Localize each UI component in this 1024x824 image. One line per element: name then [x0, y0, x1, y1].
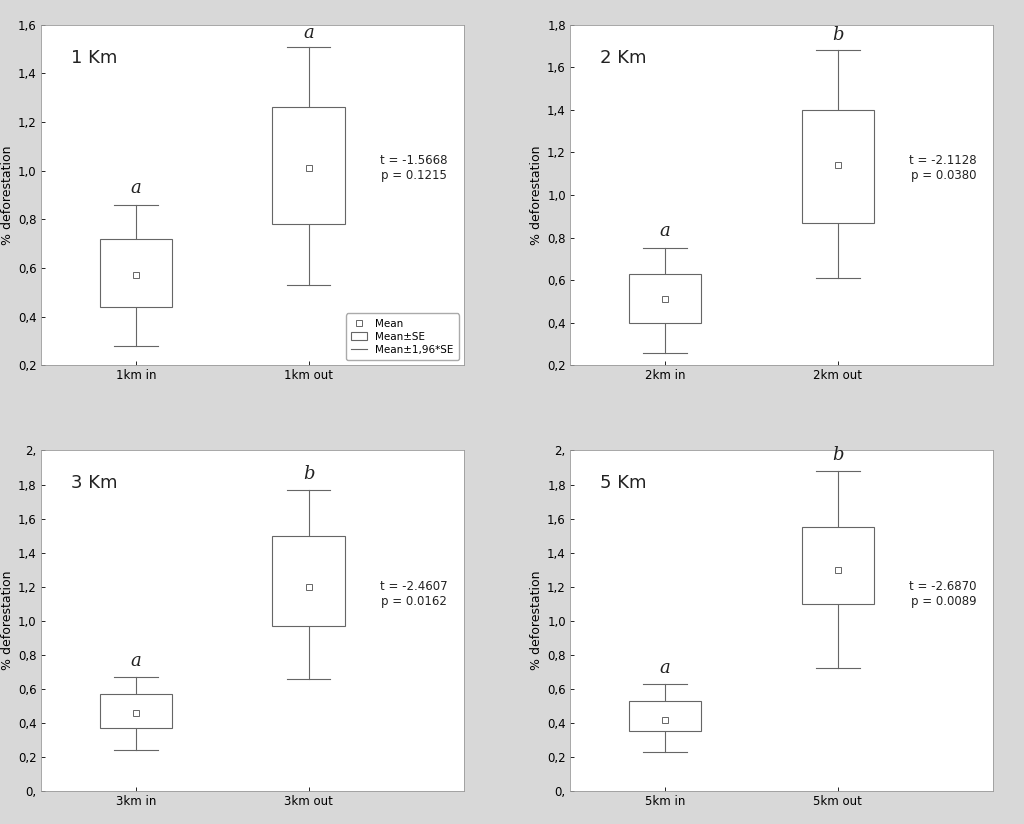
- Bar: [272, 107, 345, 224]
- Legend: Mean, Mean±SE, Mean±1,96*SE: Mean, Mean±SE, Mean±1,96*SE: [346, 313, 459, 360]
- Bar: [629, 700, 701, 732]
- Text: t = -2.1128
p = 0.0380: t = -2.1128 p = 0.0380: [908, 154, 976, 182]
- Bar: [272, 536, 345, 626]
- Text: a: a: [131, 180, 141, 198]
- Text: b: b: [833, 446, 844, 464]
- Text: 1 Km: 1 Km: [71, 49, 117, 67]
- Text: a: a: [659, 659, 671, 677]
- Bar: [629, 274, 701, 323]
- Y-axis label: % deforestation: % deforestation: [1, 571, 14, 671]
- Y-axis label: % deforestation: % deforestation: [530, 571, 543, 671]
- Y-axis label: % deforestation: % deforestation: [1, 145, 14, 245]
- Bar: [802, 110, 874, 222]
- Text: b: b: [833, 26, 844, 44]
- Text: t = -2.4607
p = 0.0162: t = -2.4607 p = 0.0162: [380, 580, 447, 608]
- Text: 5 Km: 5 Km: [600, 475, 646, 492]
- Text: a: a: [303, 24, 314, 42]
- Text: t = -2.6870
p = 0.0089: t = -2.6870 p = 0.0089: [909, 580, 976, 608]
- Text: t = -1.5668
p = 0.1215: t = -1.5668 p = 0.1215: [380, 154, 447, 182]
- Bar: [99, 239, 172, 307]
- Y-axis label: % deforestation: % deforestation: [530, 145, 543, 245]
- Text: a: a: [131, 652, 141, 670]
- Bar: [802, 527, 874, 604]
- Text: a: a: [659, 222, 671, 240]
- Text: b: b: [303, 465, 314, 483]
- Text: 3 Km: 3 Km: [71, 475, 117, 492]
- Bar: [99, 694, 172, 728]
- Text: 2 Km: 2 Km: [600, 49, 646, 67]
